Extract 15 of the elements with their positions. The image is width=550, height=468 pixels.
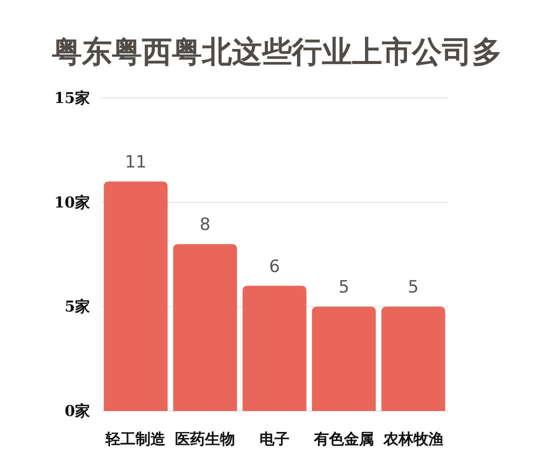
- y-tick-label: 15家: [54, 89, 90, 107]
- data-label: 5: [338, 278, 350, 298]
- title: 粤东粤西粤北这些行业上市公司多: [52, 35, 502, 70]
- x-tick-label: 农林牧渔: [382, 430, 444, 448]
- x-tick-label: 医药生物: [175, 430, 236, 448]
- x-tick-label: 电子: [260, 430, 290, 448]
- data-label: 11: [124, 152, 147, 172]
- y-tick-label: 5家: [64, 298, 90, 316]
- data-label: 5: [408, 278, 419, 298]
- y-tick-label: 0家: [64, 402, 90, 420]
- y-tick-label: 10家: [54, 193, 90, 212]
- data-label: 6: [269, 256, 280, 277]
- x-tick-label: 有色金属: [312, 430, 374, 448]
- x-tick-label: 轻工制造: [104, 430, 167, 448]
- data-label: 8: [200, 215, 211, 236]
